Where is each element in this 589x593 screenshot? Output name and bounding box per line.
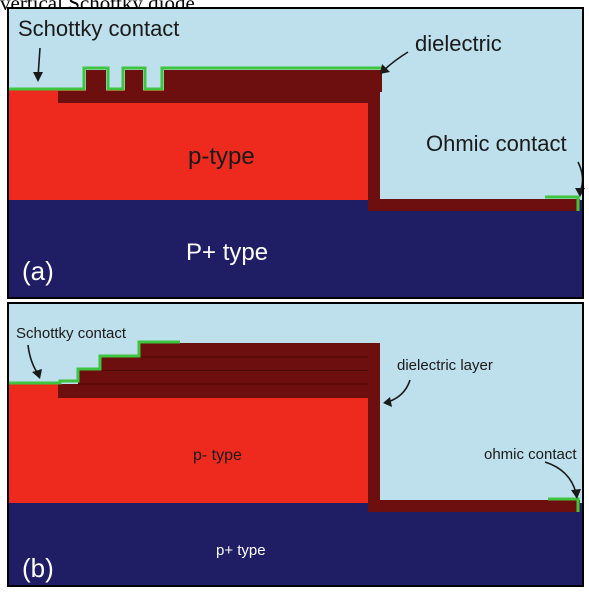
panel-b-dielectric-sidewall	[368, 343, 380, 511]
panel-a-frame	[7, 7, 584, 299]
panel-b-tag: (b)	[22, 553, 54, 583]
panel-a-dielectric-sidewall	[368, 91, 380, 211]
panel-b-p-type-label: p- type	[193, 447, 242, 464]
panel-a-p-plus-label: P+ type	[186, 239, 268, 266]
panel-a-schottky-label: Schottky contact	[18, 16, 179, 41]
panel-a-dielectric-label: dielectric	[415, 31, 502, 56]
panel-a-ohmic-label: Ohmic contact	[426, 131, 567, 156]
panel-a-dielectric-arrowhead	[380, 64, 390, 74]
panel-a-p-plus-region	[8, 200, 583, 298]
panel-b-frame	[7, 302, 584, 587]
panel-b-schottky-label: Schottky contact	[16, 325, 127, 342]
panel-a-p-type-region	[8, 90, 378, 200]
panel-b-ohmic-contact	[548, 497, 580, 512]
panel-b-p-plus-label: p+ type	[216, 542, 266, 559]
panel-b-schottky-contact	[8, 340, 180, 385]
panel-a-dielectric-layer	[58, 91, 380, 103]
panel-a-dielectric-foot	[368, 199, 580, 211]
panel-a-schottky-arrowhead	[33, 72, 43, 82]
panel-b-dielectric-step-4	[139, 343, 380, 357]
panel-a-dielectric-finger-2	[125, 70, 143, 92]
panel-b-dielectric-arrowhead	[383, 397, 392, 407]
panel-b-ohmic-label: ohmic contact	[484, 446, 577, 463]
panel-b-dielectric-label: dielectric layer	[397, 357, 493, 374]
panel-a-tag: (a)	[22, 256, 54, 286]
panel-a-schottky-contact	[8, 66, 383, 91]
panel-b-dielectric-step-1	[58, 384, 380, 398]
panel-a: Schottky contact dielectric Ohmic contac…	[8, 8, 585, 298]
panel-b-dielectric-foot	[368, 500, 580, 512]
panel-a-dielectric-finger-3	[164, 70, 382, 92]
panel-b-dielectric-step-2	[78, 370, 380, 384]
panel-a-p-type-label: p-type	[188, 143, 255, 170]
panel-b: Schottky contact dielectric layer ohmic …	[8, 303, 583, 586]
panel-b-p-plus-region	[8, 503, 583, 586]
panel-b-schottky-arrowhead	[32, 369, 42, 379]
panel-a-dielectric-finger-1	[86, 70, 106, 92]
panel-b-ohmic-arrow	[544, 461, 577, 494]
panel-b-ohmic-arrowhead	[571, 489, 581, 499]
panel-b-p-type-region	[8, 384, 378, 503]
panel-b-dielectric-step-3	[100, 357, 380, 371]
panel-a-ohmic-contact	[545, 195, 580, 211]
